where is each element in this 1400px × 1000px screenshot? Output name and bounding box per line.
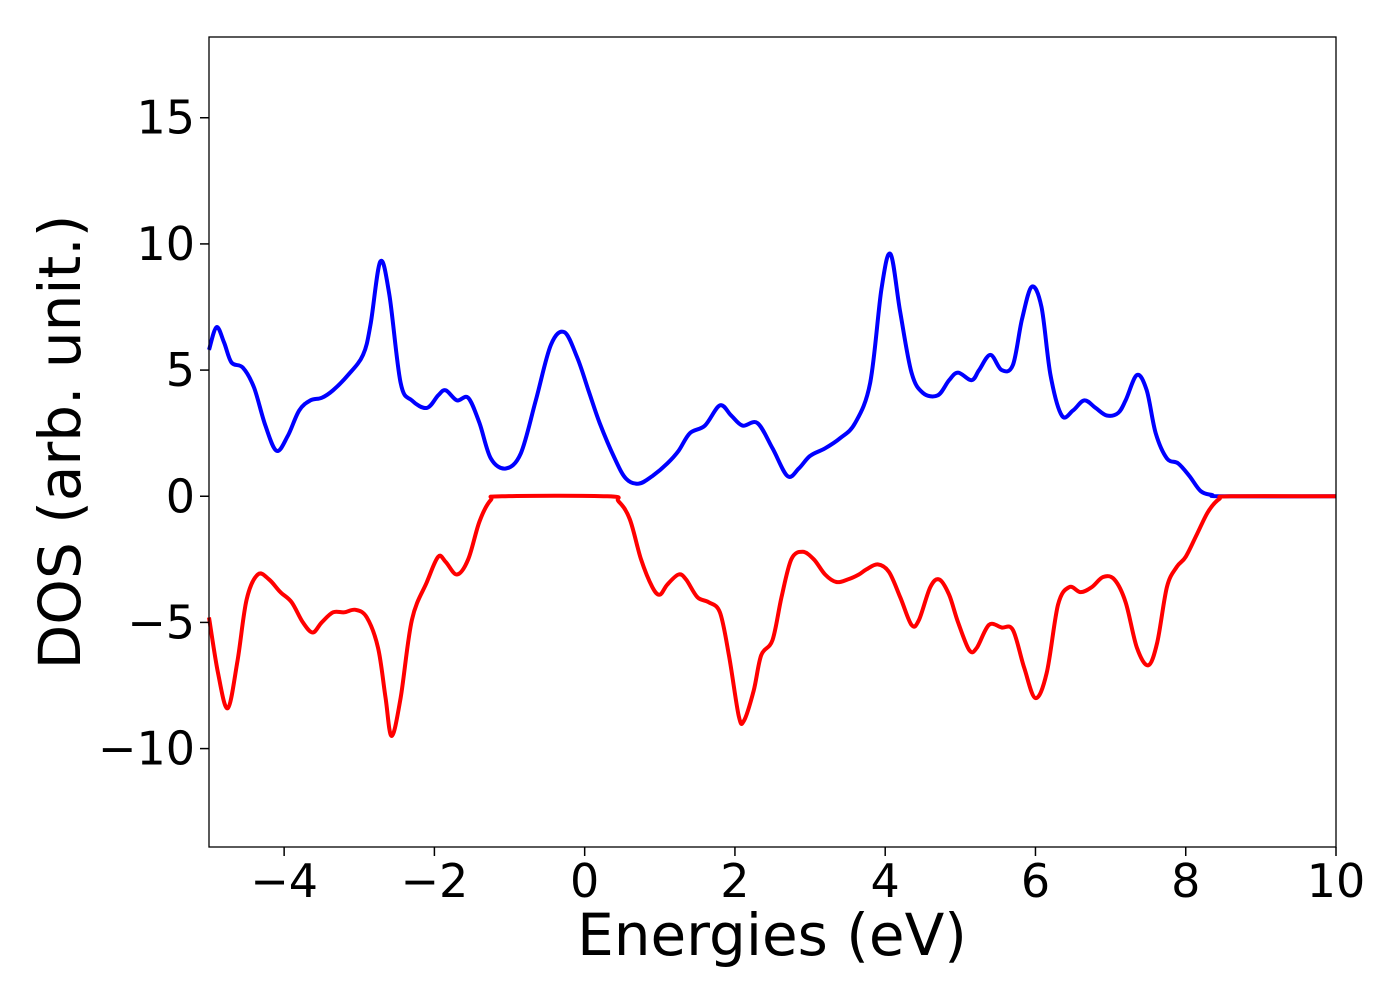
series-line-2	[207, 493, 1337, 738]
y-tick-label: 0	[166, 469, 195, 523]
y-tick-label: 10	[136, 217, 195, 271]
series-line-1	[207, 251, 1337, 499]
y-tick-label: −5	[127, 595, 195, 649]
y-tick-label: 5	[166, 343, 195, 397]
series-layer	[207, 251, 1337, 738]
x-tick-label: 4	[871, 854, 900, 908]
y-tick-label: −10	[98, 722, 195, 776]
plot-background	[209, 37, 1336, 847]
x-tick-label: 2	[720, 854, 749, 908]
y-tick-label: 15	[136, 91, 195, 145]
y-axis-title: DOS (arb. unit.)	[26, 215, 94, 670]
x-tick-label: −4	[250, 854, 318, 908]
x-tick-label: −2	[400, 854, 468, 908]
x-axis-ticks: −4 −2 0 2 4 6 8 10	[250, 847, 1365, 908]
x-axis-title: Energies (eV)	[577, 901, 967, 969]
y-axis-ticks: −10 −5 0 5 10 15	[98, 91, 209, 776]
x-tick-label: 10	[1307, 854, 1366, 908]
plot-frame	[208, 36, 1337, 848]
x-tick-label: 0	[570, 854, 599, 908]
x-tick-label: 8	[1171, 854, 1200, 908]
x-tick-label: 6	[1021, 854, 1050, 908]
